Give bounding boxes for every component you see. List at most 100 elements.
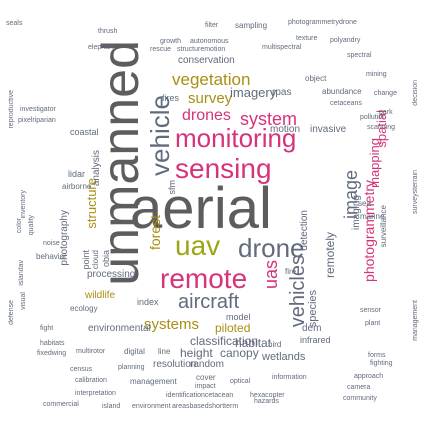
word-cloud-word: photogrammetrydrone: [288, 19, 357, 26]
word-cloud-word: habitat: [235, 336, 272, 350]
word-cloud-word: processing: [87, 269, 136, 280]
word-cloud-word: fighting: [370, 360, 393, 367]
word-cloud-word: change: [374, 90, 397, 97]
word-cloud-word: systems: [144, 316, 200, 333]
word-cloud-word: sensor: [360, 307, 382, 314]
word-cloud-word: drone: [238, 233, 305, 263]
word-cloud-word: vehicle: [145, 95, 175, 176]
word-cloud-word: classification: [190, 334, 259, 348]
word-cloud-word: remote: [160, 263, 248, 294]
word-cloud-word: detection: [299, 210, 310, 251]
word-cloud-word: structuremotion: [177, 46, 226, 53]
word-cloud-word: calibration: [75, 377, 107, 384]
word-cloud-word: interpretation: [75, 390, 116, 397]
word-cloud-word: inventory: [20, 190, 27, 219]
word-cloud-word: fixedwing: [37, 350, 67, 357]
word-cloud-word: wildlife: [85, 290, 116, 301]
word-cloud-word: camera: [347, 384, 371, 391]
word-cloud-word: conservation: [178, 55, 235, 66]
word-cloud-word: wetlands: [262, 351, 306, 363]
word-cloud-word: identificationcetacean: [166, 392, 234, 399]
word-cloud-word: forest: [147, 215, 163, 251]
word-cloud-word: cetaceans: [330, 100, 362, 107]
word-cloud-word: environment: [132, 403, 171, 410]
word-cloud-word: lidar: [68, 169, 86, 179]
word-cloud-word: drones: [182, 107, 231, 124]
word-cloud-word: impact: [195, 383, 216, 390]
word-cloud-word: census: [70, 366, 93, 373]
word-cloud-word: random: [190, 359, 224, 370]
word-cloud-word: object: [305, 74, 327, 83]
word-cloud-word: hazards: [254, 398, 279, 405]
word-cloud-word: obia: [101, 250, 111, 268]
word-cloud-word: invasive: [310, 124, 347, 135]
word-cloud-word: growth: [160, 38, 182, 45]
word-cloud-word: system: [240, 109, 298, 129]
word-cloud-word: dem: [302, 323, 322, 334]
word-cloud-word: island: [102, 403, 121, 410]
word-cloud-word: visual: [20, 292, 27, 310]
word-cloud-word: line: [158, 347, 171, 356]
word-cloud-word: piloted: [215, 321, 251, 335]
word-cloud-word: quality: [28, 215, 35, 236]
word-cloud-word: hexacopter: [250, 392, 285, 399]
word-cloud-word: polyandry: [330, 37, 361, 44]
word-cloud-word: photogrammetry: [361, 180, 377, 282]
word-cloud-word: sampling: [235, 21, 268, 30]
word-cloud-word: management: [412, 300, 419, 341]
word-cloud-word: unmanned: [92, 40, 150, 286]
word-cloud-word: islandav: [18, 260, 25, 286]
word-cloud-word: abundance: [322, 87, 362, 96]
word-cloud-word: vehicles: [287, 255, 309, 328]
word-cloud-word: commercial: [43, 401, 79, 408]
word-cloud-word: sensing: [175, 153, 272, 184]
word-cloud-word: digital: [124, 347, 145, 356]
word-cloud-word: analysis: [91, 150, 102, 187]
word-cloud-word: investigator: [20, 106, 56, 113]
word-cloud-word: bird: [268, 340, 282, 349]
word-cloud-word: multirotor: [76, 348, 106, 355]
word-cloud-word: information: [272, 374, 307, 381]
word-cloud-word: uav: [175, 230, 221, 261]
word-cloud-word: park: [379, 109, 393, 116]
word-cloud-word: uas: [261, 260, 281, 290]
word-cloud-word: seals: [6, 20, 23, 27]
word-cloud-word: aircraft: [178, 291, 240, 313]
word-cloud-word: plant: [365, 320, 381, 327]
word-cloud-word: noise: [43, 240, 60, 247]
word-cloud-word: habitats: [40, 340, 65, 347]
word-cloud-word: point: [81, 250, 91, 270]
word-cloud-word: decision: [412, 80, 419, 106]
word-cloud-word: forms: [368, 352, 386, 359]
word-cloud-word: vegetation: [172, 70, 251, 89]
word-cloud-word: aerial: [130, 176, 272, 241]
word-cloud-word: areasbasedshortterm: [172, 403, 239, 410]
word-cloud-word: optical: [230, 378, 251, 385]
word-cloud-word: elephant: [88, 44, 115, 51]
word-cloud-word: multispectral: [262, 44, 302, 51]
word-cloud-word: species: [307, 290, 319, 328]
word-cloud-word: survey: [188, 90, 233, 107]
word-cloud-word: cloud: [91, 250, 100, 270]
word-cloud-word: marine: [360, 212, 385, 221]
word-cloud-word: fight: [40, 325, 54, 332]
word-cloud-word: behavior: [36, 252, 67, 261]
word-cloud-word: rescue: [150, 46, 172, 53]
word-cloud-word: canopy: [220, 346, 259, 360]
word-cloud-word: scanning: [367, 124, 396, 131]
word-cloud-word: texture: [296, 35, 318, 42]
word-cloud-word: airborne: [62, 182, 92, 191]
word-cloud-word: autonomous: [190, 38, 229, 45]
word-cloud-word: ecology: [70, 304, 98, 313]
word-cloud-word: model: [226, 312, 251, 322]
word-cloud-word: coastal: [70, 127, 99, 137]
word-cloud-word: pollution: [360, 114, 387, 121]
word-cloud-word: spectral: [347, 52, 372, 59]
word-cloud-word: imagery: [230, 85, 277, 100]
word-cloud-word: surveillance: [379, 205, 388, 248]
word-cloud-word: thrush: [98, 28, 118, 35]
word-cloud-word: index: [137, 297, 159, 307]
word-cloud-word: mining: [366, 71, 387, 78]
word-cloud-word: resolution: [153, 359, 197, 370]
